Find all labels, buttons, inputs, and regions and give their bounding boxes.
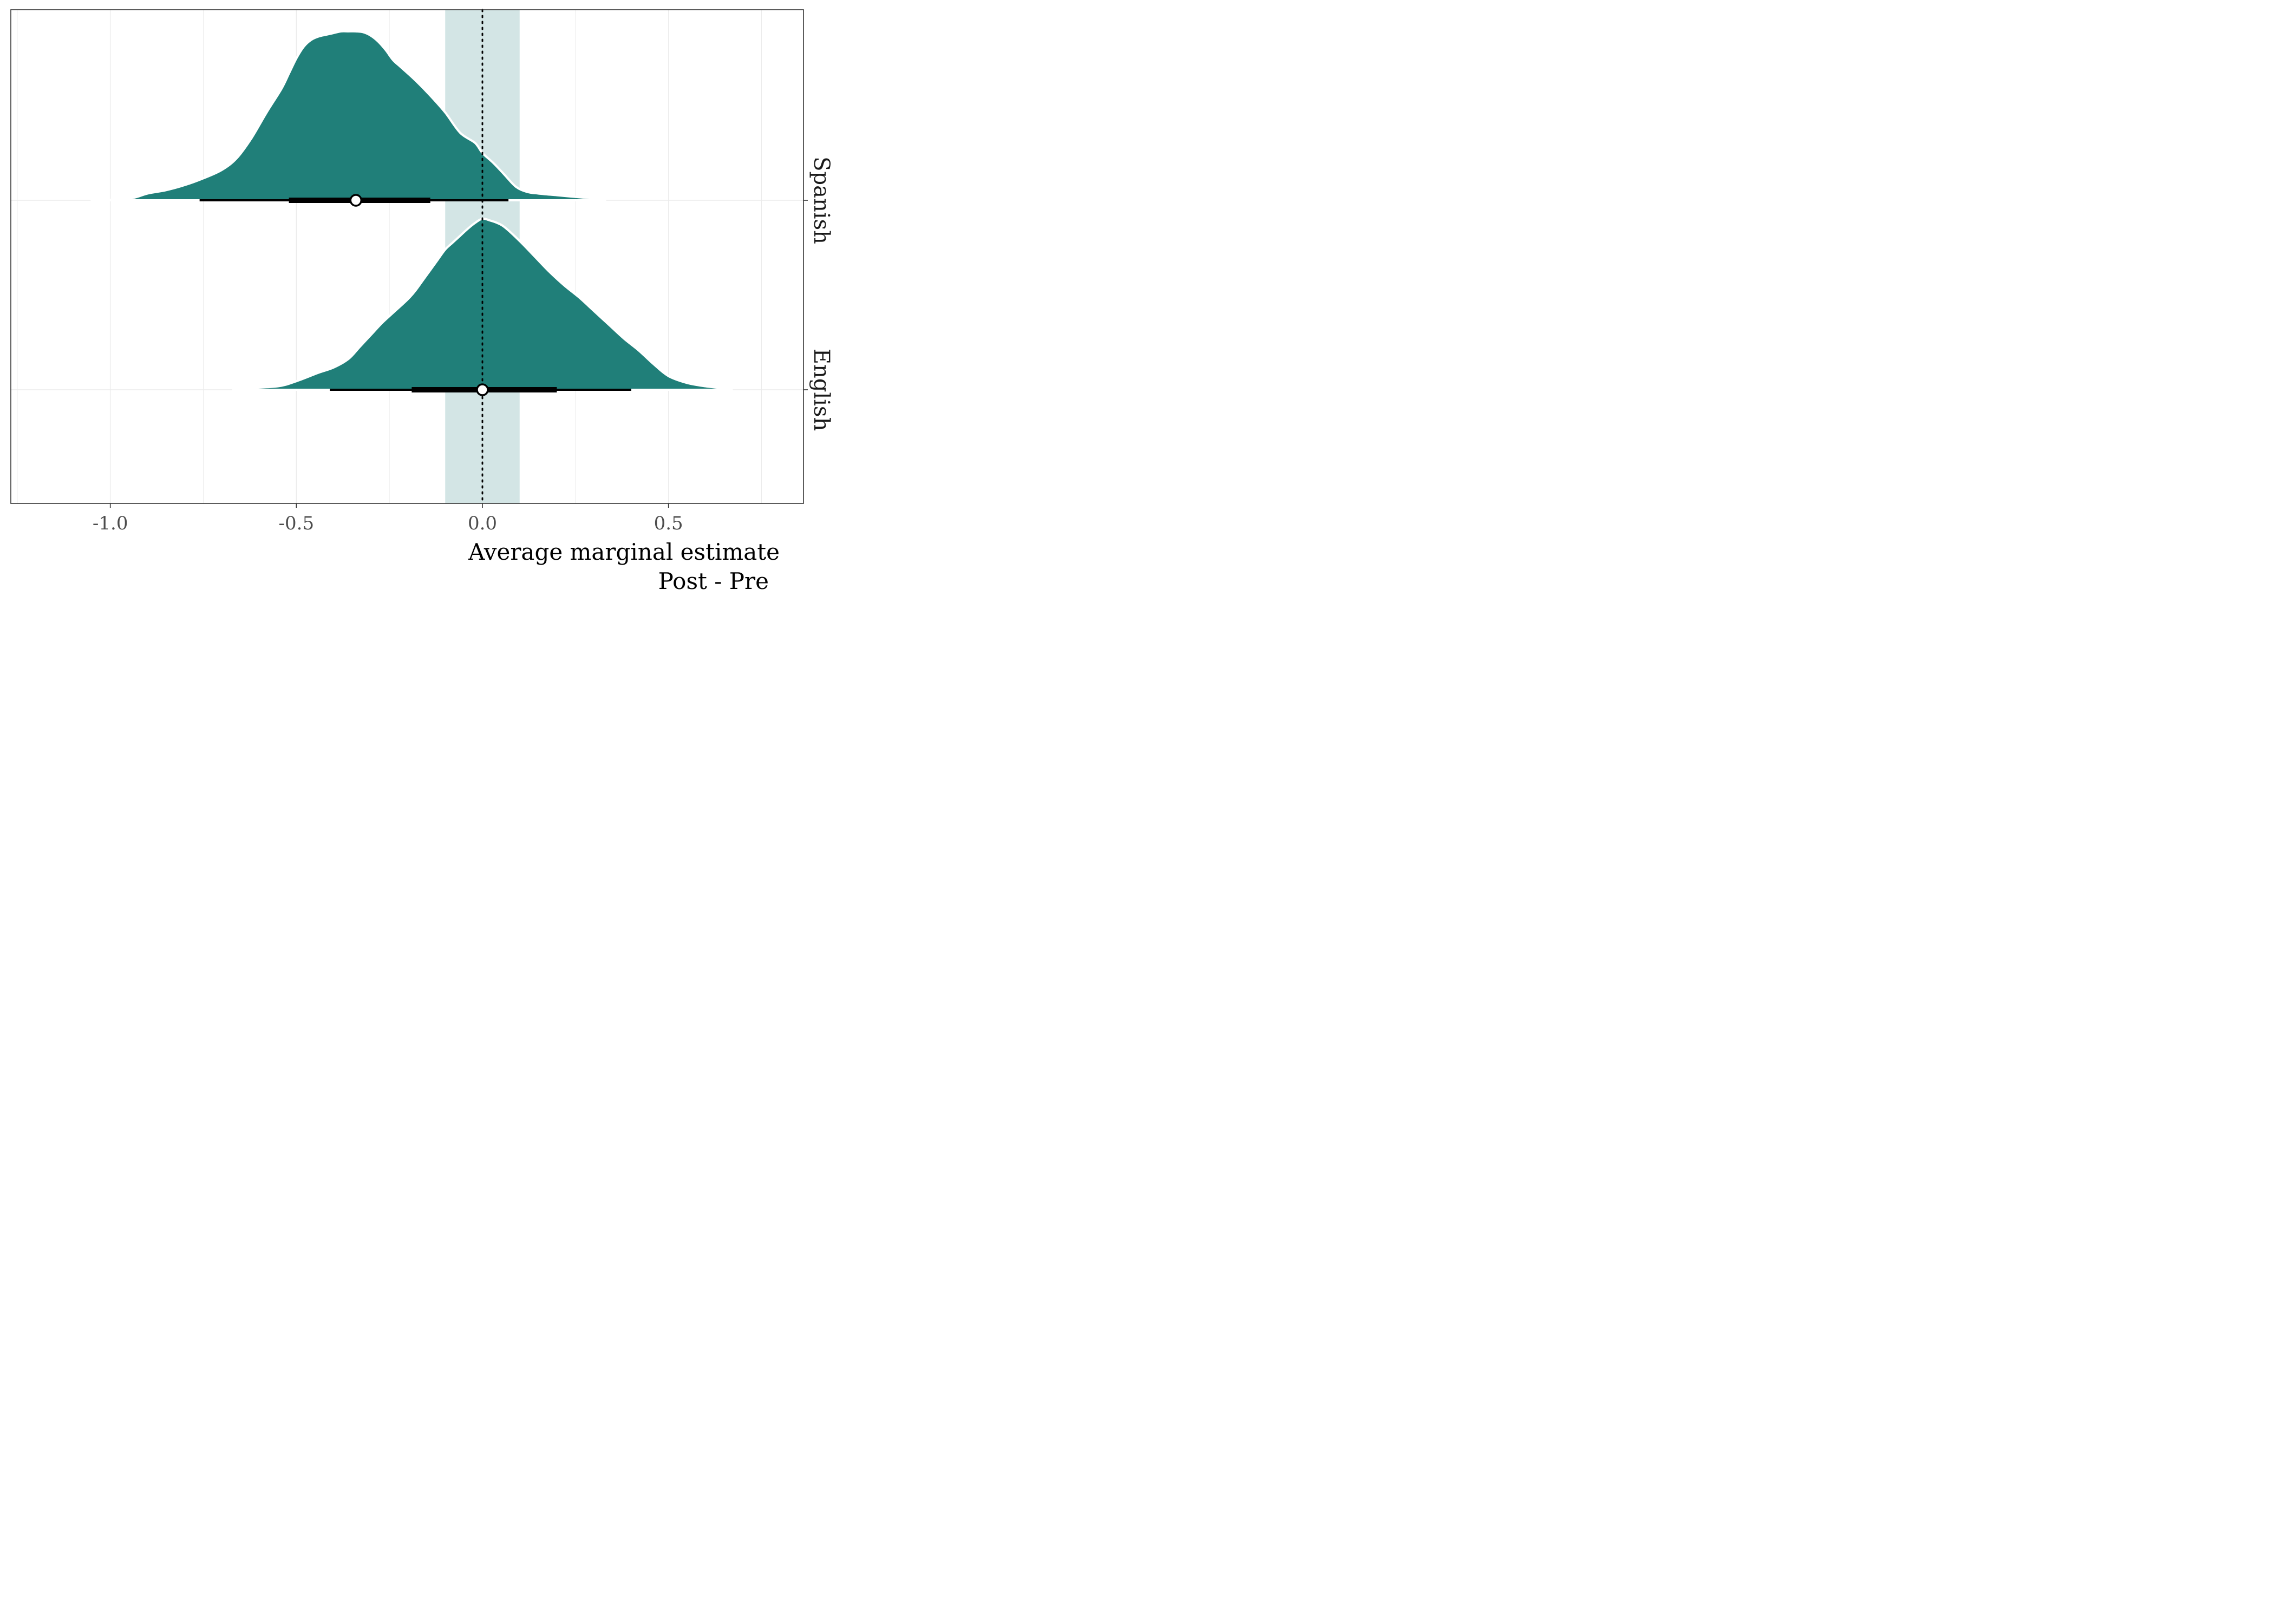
facet-label-english: English: [809, 349, 834, 431]
english-point-estimate: [476, 383, 489, 396]
x-tick-label: -0.5: [279, 513, 315, 534]
x-axis-ticks: -1.0 -0.5 0.0 0.5: [93, 503, 683, 534]
density-english: [232, 217, 733, 391]
density-layer: [90, 30, 733, 391]
panel-frame: [10, 9, 808, 504]
x-tick-label: 0.0: [468, 513, 497, 534]
panel-border: [10, 9, 804, 504]
density-spanish: [90, 30, 606, 201]
facet-label-spanish: Spanish: [809, 156, 834, 244]
x-tick-label: -1.0: [93, 513, 128, 534]
x-tick-label: 0.5: [654, 513, 683, 534]
x-axis-title-line-1: Average marginal estimate: [468, 539, 780, 565]
facet-strip: Spanish English: [809, 156, 834, 431]
interval-layer: [199, 194, 631, 396]
x-axis-title-line-2: Post - Pre: [658, 568, 769, 594]
x-axis-title: Average marginal estimate Post - Pre: [468, 539, 780, 594]
density-chart: -1.0 -0.5 0.0 0.5 Spanish English Average ma…: [0, 0, 847, 604]
spanish-point-estimate: [349, 194, 363, 207]
chart-canvas: -1.0 -0.5 0.0 0.5 Spanish English Average ma…: [10, 9, 834, 594]
